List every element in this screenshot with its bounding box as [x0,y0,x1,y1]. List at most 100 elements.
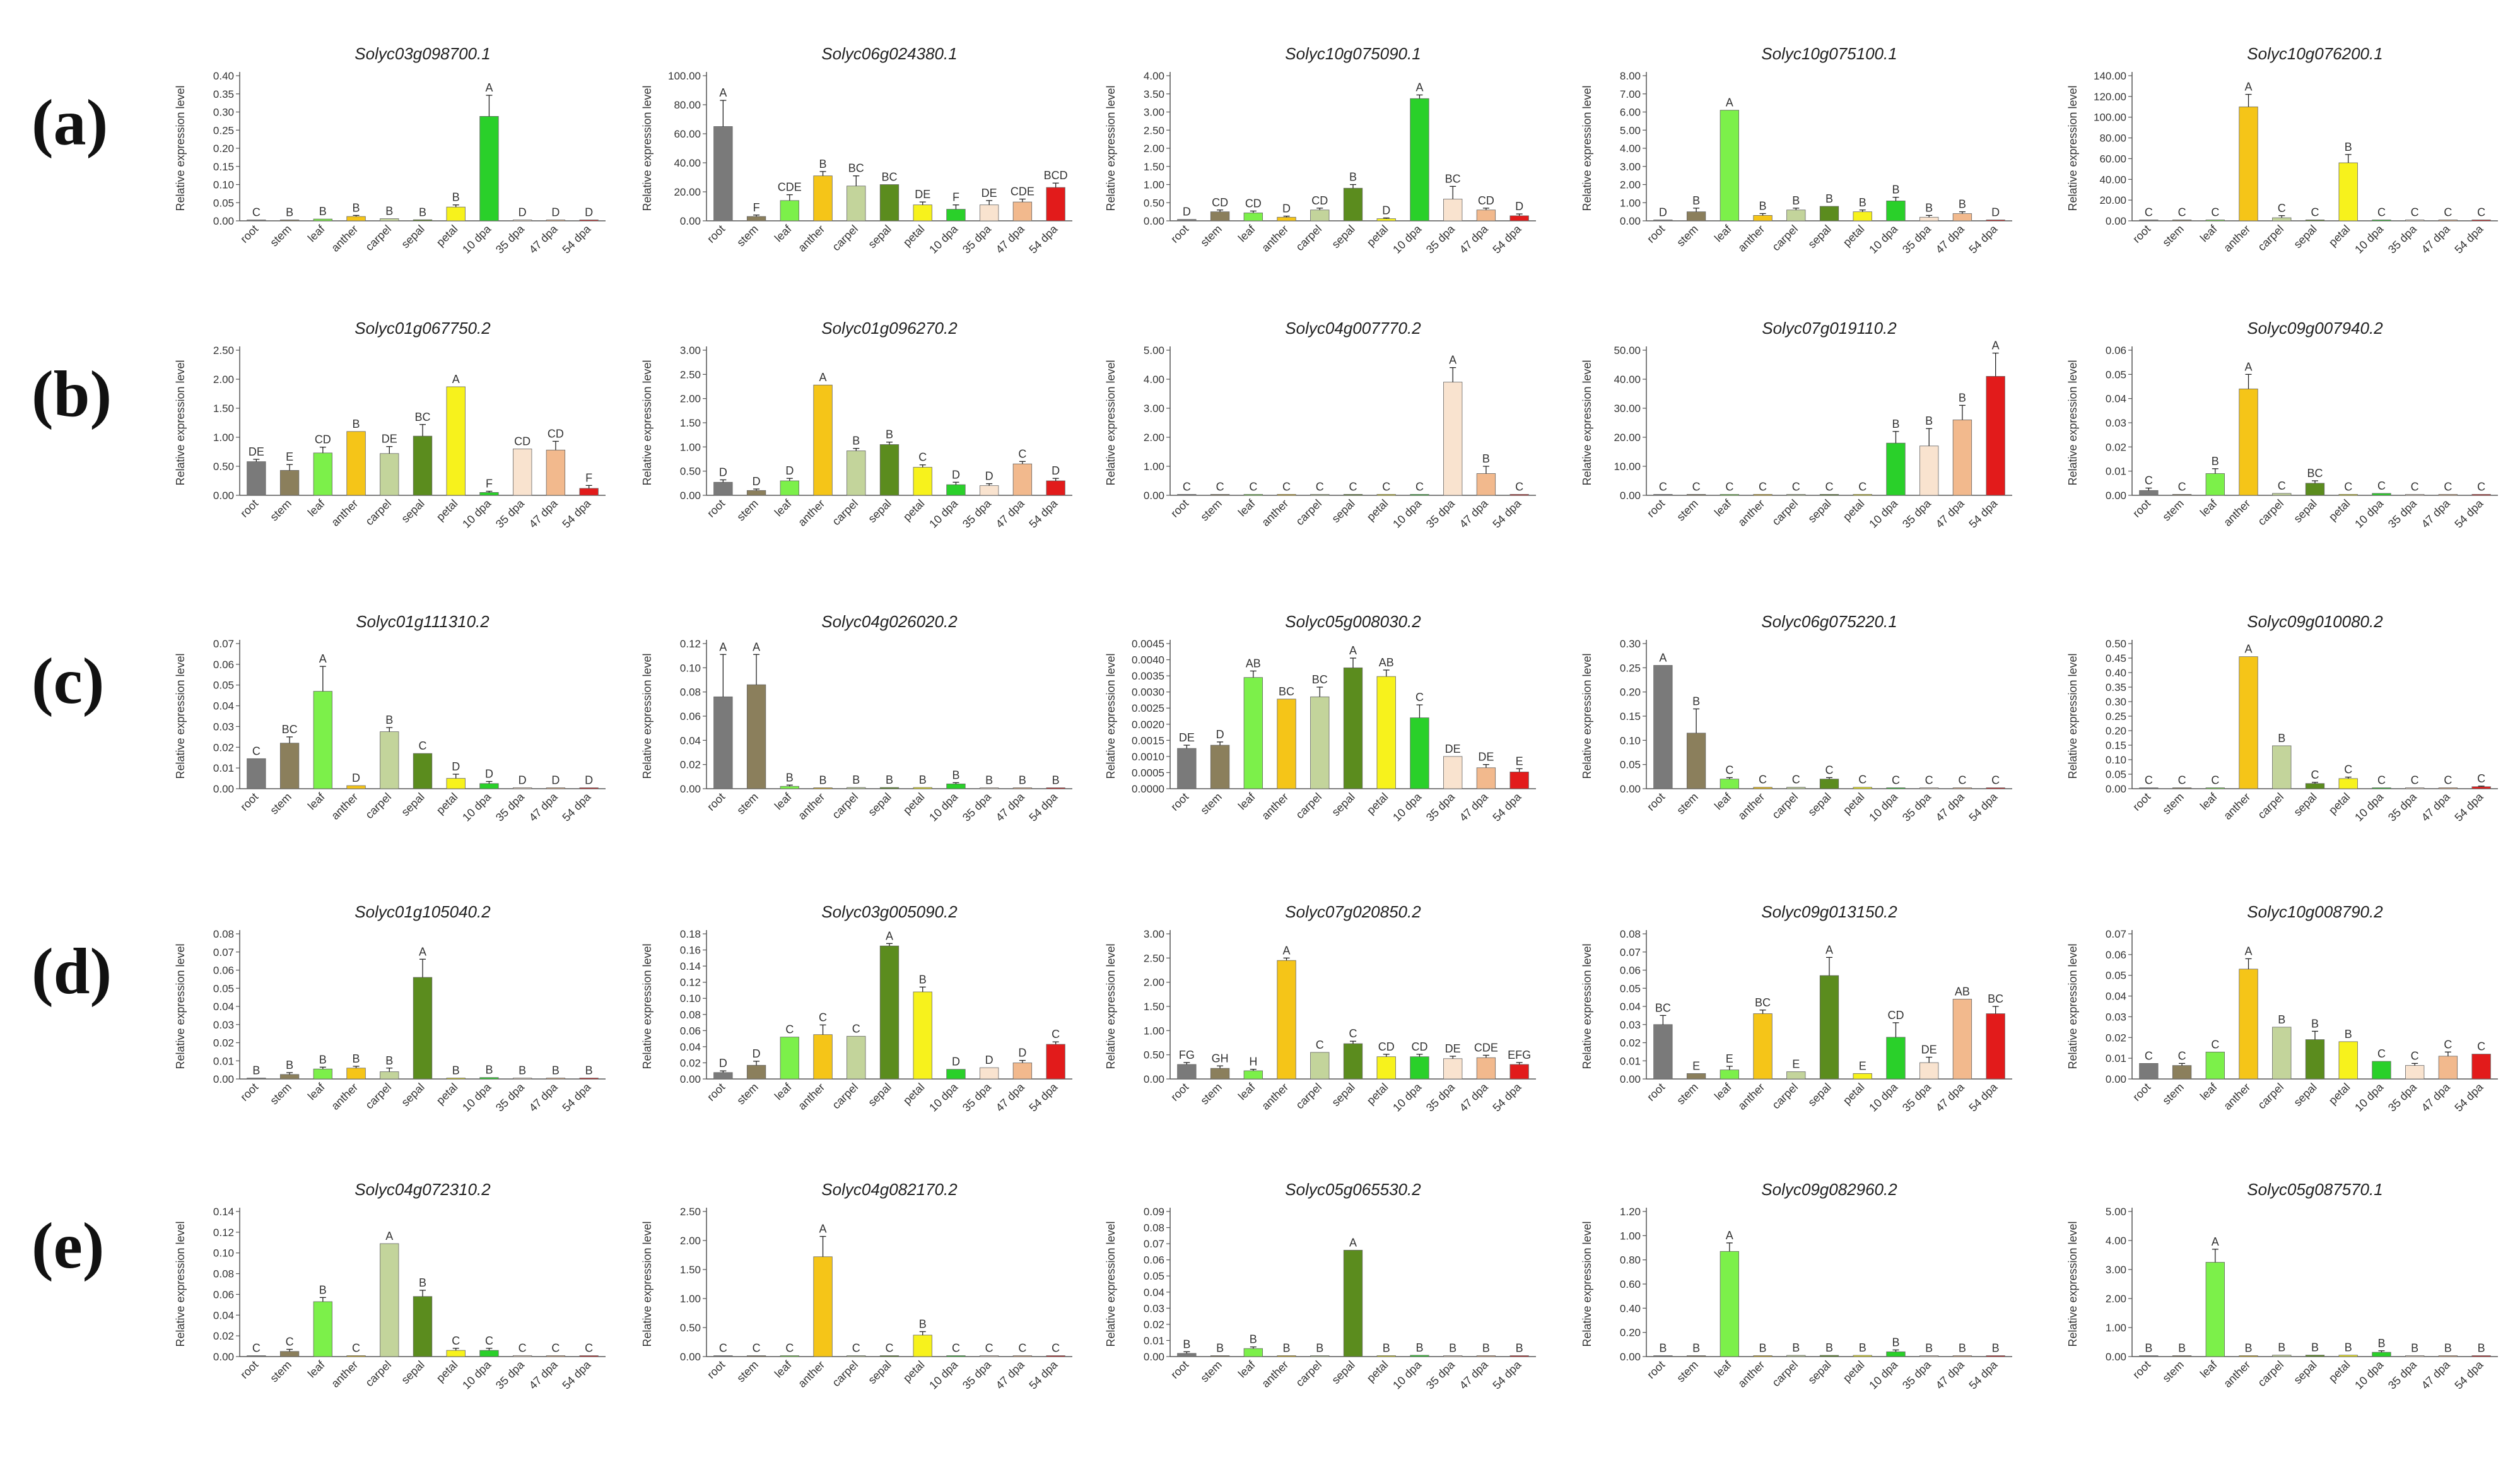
y-tick-label: 0.50 [213,461,234,473]
y-tick-label: 0.05 [213,197,234,209]
bar-leaf [2205,473,2225,496]
significance-label: D [551,774,560,787]
y-tick-label: 0.10 [213,179,234,191]
bar-35-dpa [2405,1065,2425,1080]
category-label: petal [434,223,460,249]
bar-carpel [1310,696,1330,789]
significance-label: C [2178,1049,2186,1062]
significance-label: C [2377,1047,2386,1060]
bar-leaf [313,452,332,496]
category-label: 54 dpa [1966,222,2000,256]
y-tick-label: 1.00 [213,432,234,444]
significance-label: C [2211,774,2219,787]
category-label: stem [267,791,294,817]
significance-label: D [985,1054,993,1066]
bar-sepal [2305,1355,2325,1357]
significance-label: D [585,206,593,219]
y-axis-label: Relative expression level [174,85,187,211]
significance-label: D [585,774,593,787]
category-label: sepal [2291,791,2319,819]
significance-label: C [252,745,261,757]
y-tick-label: 0.40 [2106,667,2126,679]
category-label: leaf [1236,1080,1258,1102]
y-axis-label: Relative expression level [1105,85,1117,211]
category-label: petal [2326,1358,2353,1385]
y-tick-label: 0.00 [680,490,701,502]
significance-label: C [1415,691,1424,704]
bar-anther [1277,494,1296,496]
category-label: 54 dpa [1490,497,1524,531]
bar-54-dpa [1046,1044,1065,1080]
y-tick-label: 20.00 [1614,432,1641,444]
bar-leaf [1243,677,1263,789]
bar-petal [913,991,932,1080]
significance-label: B [1183,1338,1190,1350]
bar-petal [2338,162,2358,221]
significance-label: DE [1921,1044,1937,1056]
bar-carpel [1786,787,1806,789]
chart-title: Solyc09g082960.2 [1761,1180,1897,1199]
significance-label: DE [982,187,997,199]
significance-label: C [2477,1040,2485,1053]
significance-label: CDE [1474,1041,1498,1054]
y-tick-label: 0.00 [2106,490,2126,502]
bar-stem [746,684,766,789]
significance-label: C [1958,774,1966,787]
y-tick-label: 0.08 [213,928,234,940]
category-label: petal [1841,223,1867,249]
significance-label: B [2278,1013,2285,1026]
category-label: 35 dpa [1900,222,1934,256]
bar-sepal [879,787,900,789]
y-tick-label: 0.0035 [1132,670,1164,682]
y-tick-label: 0.00 [1144,1073,1164,1085]
bar-54-dpa [579,1355,599,1357]
significance-label: BC [1655,1001,1671,1014]
y-tick-label: 0.05 [2106,970,2126,982]
bar-sepal [413,435,433,496]
bar-54-dpa [1986,1013,2005,1080]
y-tick-label: 0.80 [1620,1254,1641,1266]
significance-label: B [1216,1342,1224,1355]
significance-label: A [819,1223,827,1235]
significance-label: C [2411,774,2419,787]
category-label: 54 dpa [2452,1358,2486,1392]
y-tick-label: 0.00 [1620,490,1641,502]
significance-label: B [319,1283,327,1296]
y-tick-label: 0.00 [2106,215,2126,227]
significance-label: D [753,1047,761,1060]
category-label: 47 dpa [1933,790,1967,824]
bar-root [2139,1063,2159,1080]
y-tick-label: 0.02 [213,1330,234,1342]
y-tick-label: 0.06 [680,710,701,722]
bar-35-dpa [1919,1062,1939,1080]
bar-anther [2239,969,2258,1080]
bar-sepal [2305,220,2325,221]
bar-10-dpa [946,484,966,496]
y-tick-label: 0.06 [2106,949,2126,961]
category-label: carpel [1293,791,1324,822]
significance-label: EFG [1508,1049,1531,1061]
significance-label: D [952,468,960,481]
bar-35-dpa [1443,1355,1463,1357]
significance-label: B [1959,391,1966,404]
y-tick-label: 2.50 [680,1206,701,1218]
significance-label: C [785,1342,794,1355]
category-label: anther [1735,497,1767,529]
bar-petal [446,1350,466,1357]
significance-label: C [1725,763,1733,776]
category-label: anther [1259,223,1291,254]
bar-sepal [879,184,900,221]
y-tick-label: 0.03 [1144,1302,1164,1314]
chart-title: Solyc03g005090.2 [821,902,958,921]
category-label: petal [1364,791,1391,817]
bar-sepal [2305,483,2325,496]
bar-54-dpa [579,1078,599,1080]
y-tick-label: 0.0005 [1132,767,1164,779]
category-label: anther [329,497,360,529]
y-axis-label: Relative expression level [641,360,653,485]
y-axis-label: Relative expression level [174,1221,187,1346]
y-tick-label: 0.04 [213,1001,234,1013]
y-tick-label: 0.50 [1144,1049,1164,1061]
significance-label: B [1019,774,1026,787]
significance-label: B [1892,418,1899,430]
